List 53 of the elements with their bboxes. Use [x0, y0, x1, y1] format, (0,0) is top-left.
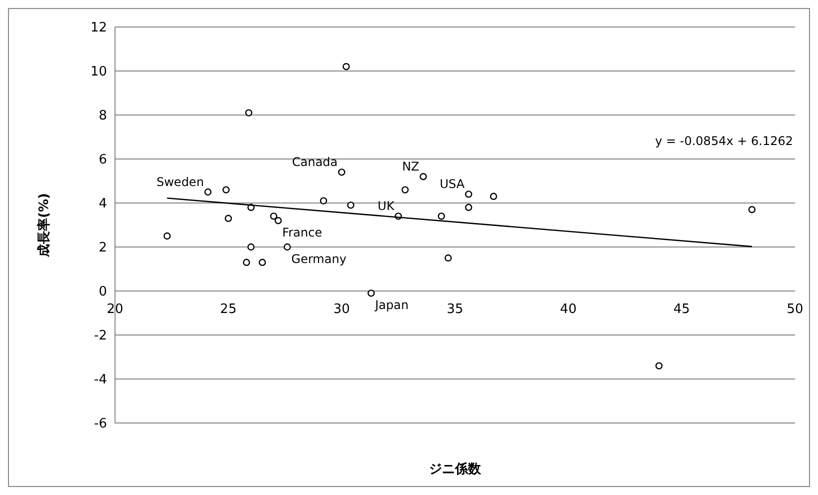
x-axis-title: ジニ係数: [429, 462, 482, 477]
point: [247, 243, 255, 251]
y-tick-label: 10: [90, 64, 107, 80]
point: [420, 173, 427, 180]
point: [438, 212, 445, 220]
y-tick-label: -2: [94, 328, 107, 344]
x-tick-label: 40: [560, 302, 577, 317]
point: [465, 204, 472, 211]
y-tick-label: 2: [98, 240, 107, 256]
point: [242, 258, 250, 266]
x-tick-label: 45: [673, 302, 690, 317]
x-tick-label: 30: [333, 302, 350, 317]
y-axis-title: 成長率(%): [36, 193, 52, 258]
annotation: UK: [378, 199, 396, 214]
point: [245, 109, 252, 116]
annotation: Canada: [292, 155, 338, 170]
point: [338, 168, 346, 176]
x-tick-label: 35: [446, 302, 464, 317]
annotation: Sweden: [156, 175, 204, 189]
annotation: Germany: [291, 252, 346, 266]
point: [748, 206, 756, 214]
x-tick-label: 20: [106, 302, 124, 317]
annotation: USA: [440, 177, 466, 192]
y-tick-label: 6: [98, 152, 107, 168]
y-tick-label: 12: [90, 20, 107, 36]
point: [347, 202, 354, 209]
y-tick-label: -6: [94, 416, 107, 432]
point: [258, 258, 266, 266]
point: [655, 362, 663, 370]
point: [284, 243, 291, 251]
annotation: NZ: [402, 160, 420, 174]
point: [274, 217, 282, 224]
x-tick-label: 25: [220, 302, 237, 317]
annotation: France: [282, 226, 322, 240]
y-tick-label: 0: [98, 284, 107, 300]
annotation: Japan: [374, 298, 409, 312]
y-tick-label: -4: [94, 372, 107, 388]
point: [224, 214, 232, 222]
y-tick-label: 4: [98, 196, 107, 212]
point: [402, 186, 409, 194]
point: [222, 186, 230, 194]
annotation: y = -0.0854x + 6.1262: [655, 134, 793, 148]
point: [204, 188, 212, 196]
point: [342, 63, 350, 70]
x-tick-label: 50: [786, 302, 804, 317]
point: [164, 232, 171, 240]
point: [368, 290, 375, 297]
point: [465, 190, 472, 198]
point: [490, 192, 498, 200]
point: [320, 197, 328, 204]
point: [270, 212, 278, 220]
y-tick-label: 8: [98, 108, 107, 124]
point: [444, 254, 452, 262]
